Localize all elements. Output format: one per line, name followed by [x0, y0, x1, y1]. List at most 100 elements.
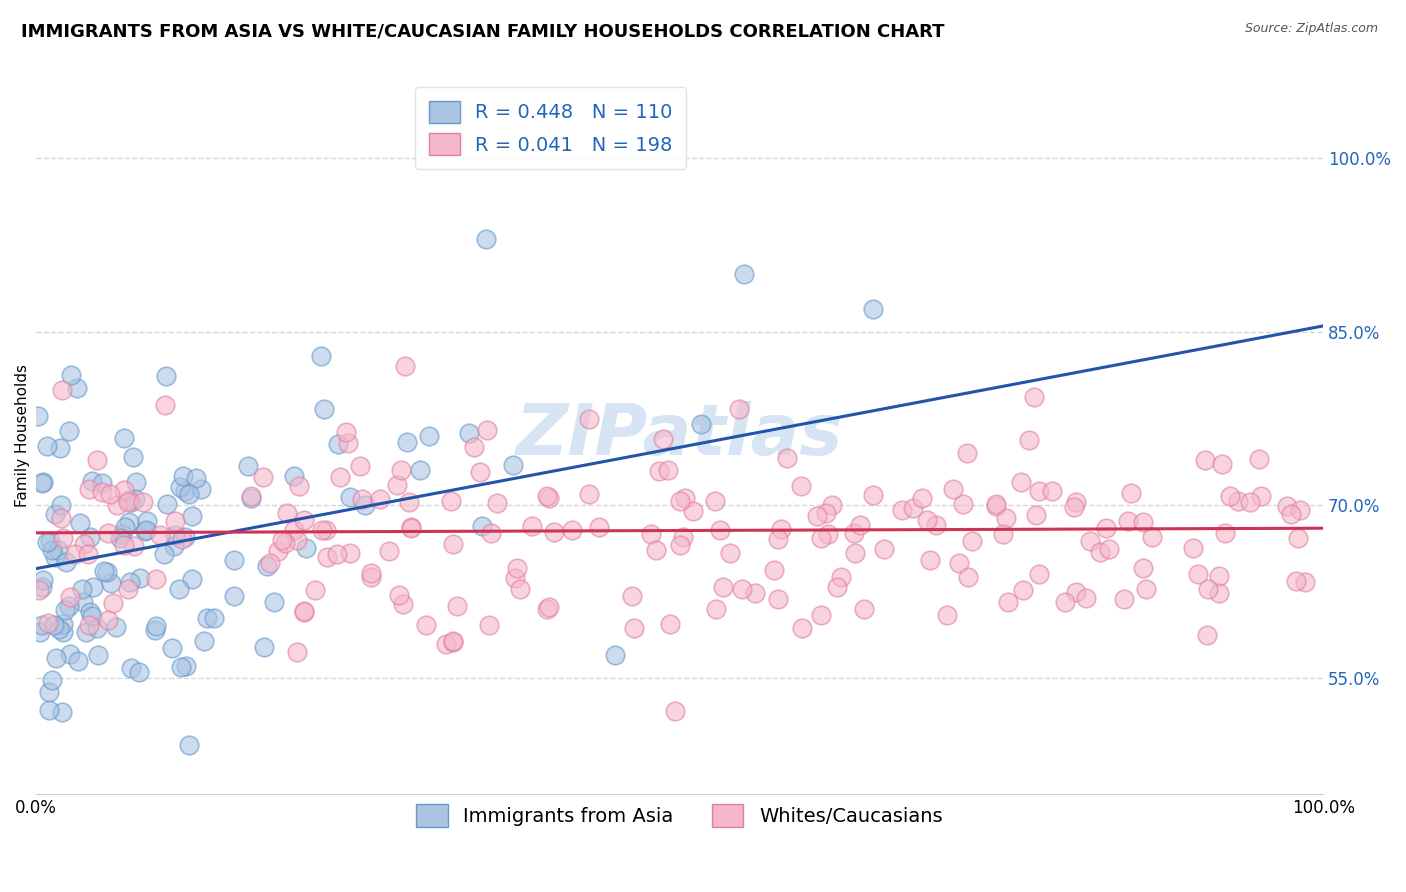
Point: [31, 618, 53, 632]
Point: [408, 463, 430, 477]
Point: [830, 570, 852, 584]
Point: [315, 523, 337, 537]
Point: [155, 369, 177, 384]
Point: [66, 381, 89, 395]
Point: [690, 417, 713, 431]
Point: [276, 507, 298, 521]
Point: [111, 527, 134, 541]
Point: [120, 495, 142, 509]
Point: [695, 845, 717, 859]
Point: [169, 480, 191, 494]
Point: [537, 491, 560, 505]
Point: [561, 523, 583, 537]
Point: [73, 537, 96, 551]
Point: [1028, 567, 1050, 582]
Point: [118, 574, 141, 589]
Point: [1294, 575, 1316, 590]
Point: [79, 530, 101, 544]
Point: [1054, 594, 1077, 608]
Point: [42, 618, 65, 632]
Point: [44, 508, 66, 522]
Point: [304, 582, 326, 597]
Point: [664, 704, 686, 718]
Point: [112, 483, 135, 498]
Point: [172, 469, 194, 483]
Point: [31, 580, 53, 594]
Point: [1208, 569, 1230, 583]
Point: [810, 607, 832, 622]
Point: [316, 549, 339, 564]
Point: [52, 617, 75, 632]
Point: [957, 569, 980, 583]
Point: [394, 359, 416, 374]
Point: [60, 368, 83, 382]
Point: [806, 508, 828, 523]
Text: ZIPatlas: ZIPatlas: [516, 401, 844, 470]
Point: [1066, 495, 1088, 509]
Point: [727, 402, 749, 417]
Point: [48, 622, 70, 636]
Point: [283, 469, 305, 483]
Point: [51, 510, 73, 524]
Point: [368, 491, 391, 506]
Point: [648, 464, 671, 478]
Point: [285, 533, 308, 548]
Point: [58, 425, 80, 439]
Point: [810, 531, 832, 545]
Point: [44, 549, 66, 564]
Point: [103, 596, 125, 610]
Point: [295, 541, 318, 556]
Point: [326, 547, 349, 561]
Point: [522, 519, 544, 533]
Point: [1208, 586, 1230, 600]
Point: [49, 442, 72, 456]
Point: [605, 648, 627, 663]
Point: [273, 535, 295, 549]
Point: [70, 582, 93, 597]
Point: [640, 526, 662, 541]
Point: [463, 440, 485, 454]
Point: [288, 479, 311, 493]
Point: [112, 431, 135, 445]
Point: [506, 561, 529, 575]
Point: [704, 601, 727, 615]
Point: [1063, 500, 1085, 514]
Point: [1024, 391, 1046, 405]
Point: [817, 526, 839, 541]
Point: [253, 640, 276, 655]
Point: [392, 597, 415, 611]
Point: [1275, 500, 1298, 514]
Point: [75, 625, 97, 640]
Point: [1012, 582, 1035, 597]
Point: [77, 617, 100, 632]
Point: [441, 537, 464, 551]
Point: [821, 498, 844, 512]
Point: [162, 539, 184, 553]
Point: [129, 571, 152, 585]
Point: [163, 528, 186, 542]
Point: [125, 475, 148, 489]
Point: [744, 586, 766, 600]
Point: [335, 425, 357, 439]
Text: Source: ZipAtlas.com: Source: ZipAtlas.com: [1244, 22, 1378, 36]
Point: [942, 482, 965, 496]
Point: [1219, 489, 1241, 503]
Point: [1285, 574, 1308, 589]
Point: [195, 610, 218, 624]
Point: [1094, 521, 1116, 535]
Point: [86, 453, 108, 467]
Text: IMMIGRANTS FROM ASIA VS WHITE/CAUCASIAN FAMILY HOUSEHOLDS CORRELATION CHART: IMMIGRANTS FROM ASIA VS WHITE/CAUCASIAN …: [21, 22, 945, 40]
Point: [644, 542, 666, 557]
Point: [80, 474, 103, 488]
Point: [149, 527, 172, 541]
Point: [1078, 533, 1101, 548]
Point: [1140, 530, 1163, 544]
Point: [360, 566, 382, 580]
Point: [91, 475, 114, 490]
Point: [1187, 566, 1209, 581]
Point: [114, 520, 136, 534]
Point: [436, 637, 458, 651]
Point: [86, 621, 108, 635]
Point: [41, 673, 63, 687]
Point: [1025, 508, 1047, 522]
